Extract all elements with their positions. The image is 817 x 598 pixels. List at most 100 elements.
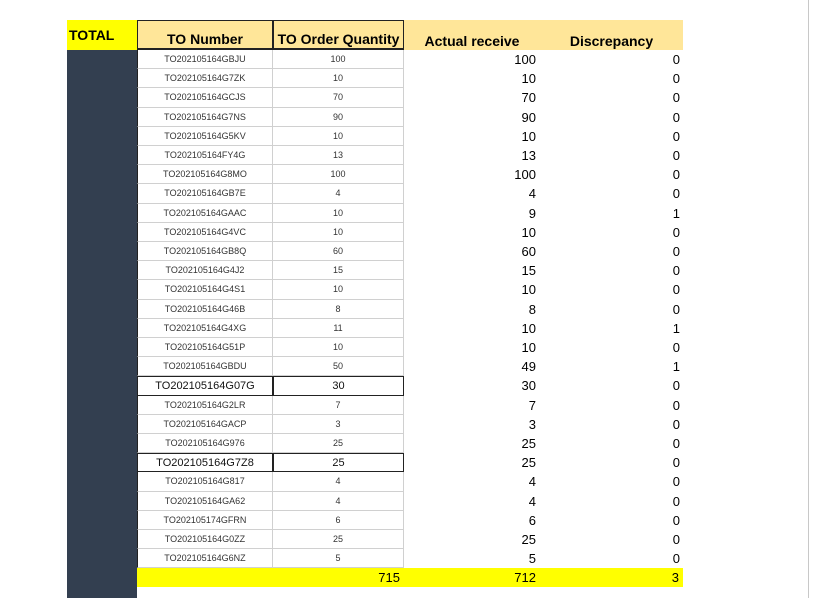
actual-receive: 30 — [521, 378, 536, 394]
discrepancy: 0 — [672, 378, 680, 394]
to-number: TO202105164G6NZ — [137, 549, 273, 569]
discrepancy: 0 — [672, 186, 680, 202]
to-number: TO202105164G5KV — [137, 126, 273, 146]
discrepancy: 0 — [672, 109, 680, 125]
order-quantity: 13 — [273, 146, 404, 166]
side-band — [67, 50, 137, 598]
discrepancy: 0 — [672, 416, 680, 432]
order-quantity: 70 — [273, 88, 404, 108]
actual-receive: 10 — [521, 128, 536, 144]
actual-receive: 10 — [521, 320, 536, 336]
actual-receive: 3 — [528, 416, 536, 432]
actual-receive: 7 — [528, 397, 536, 413]
discrepancy: 0 — [672, 148, 680, 164]
actual-receive: 25 — [521, 532, 536, 548]
discrepancy: 0 — [672, 301, 680, 317]
total-value: 3 — [540, 568, 683, 588]
discrepancy: 0 — [672, 436, 680, 452]
discrepancy: 0 — [672, 282, 680, 298]
discrepancy: 0 — [672, 71, 680, 87]
order-quantity: 30 — [273, 376, 404, 396]
to-number: TO202105164GCJS — [137, 88, 273, 108]
actual-receive: 100 — [514, 167, 536, 183]
order-quantity: 100 — [273, 165, 404, 185]
actual-receive: 5 — [528, 551, 536, 567]
actual-receive: 4 — [528, 474, 536, 490]
to-number: TO202105164G2LR — [137, 395, 273, 415]
discrepancy: 0 — [672, 532, 680, 548]
actual-receive: 13 — [521, 148, 536, 164]
actual-receive: 25 — [521, 455, 536, 471]
order-quantity: 60 — [273, 242, 404, 262]
order-quantity: 10 — [273, 203, 404, 223]
discrepancy: 0 — [672, 263, 680, 279]
actual-receive: 4 — [528, 493, 536, 509]
total-label: TOTAL — [67, 20, 137, 50]
actual-receive: 90 — [521, 109, 536, 125]
total-row-bg — [137, 568, 273, 588]
to-number: TO202105164G46B — [137, 299, 273, 319]
to-number: TO202105164GACP — [137, 414, 273, 434]
to-number: TO202105164GBDU — [137, 357, 273, 377]
to-number: TO202105164GAAC — [137, 203, 273, 223]
order-quantity: 25 — [273, 530, 404, 550]
order-quantity: 7 — [273, 395, 404, 415]
discrepancy: 0 — [672, 551, 680, 567]
order-quantity: 25 — [273, 453, 404, 473]
discrepancy: 0 — [672, 167, 680, 183]
to-number: TO202105164G817 — [137, 472, 273, 492]
order-quantity: 4 — [273, 472, 404, 492]
order-quantity: 10 — [273, 126, 404, 146]
order-quantity: 5 — [273, 549, 404, 569]
order-quantity: 90 — [273, 107, 404, 127]
order-quantity: 25 — [273, 434, 404, 454]
order-quantity: 15 — [273, 261, 404, 281]
to-number: TO202105164G4XG — [137, 318, 273, 338]
order-quantity: 100 — [273, 50, 404, 70]
to-number: TO202105164G7NS — [137, 107, 273, 127]
to-number: TO202105164G07G — [137, 376, 273, 396]
to-number: TO202105164GA62 — [137, 491, 273, 511]
to-number: TO202105164G4VC — [137, 222, 273, 242]
page-edge — [808, 0, 809, 598]
to-number: TO202105164G8MO — [137, 165, 273, 185]
order-quantity: 4 — [273, 184, 404, 204]
order-quantity: 10 — [273, 280, 404, 300]
discrepancy: 0 — [672, 52, 680, 68]
actual-receive: 10 — [521, 71, 536, 87]
discrepancy: 1 — [672, 359, 680, 375]
to-number: TO202105164GB8Q — [137, 242, 273, 262]
actual-receive: 100 — [514, 52, 536, 68]
actual-receive: 25 — [521, 436, 536, 452]
to-number: TO202105164G7ZK — [137, 69, 273, 89]
discrepancy: 0 — [672, 340, 680, 356]
order-quantity: 10 — [273, 222, 404, 242]
actual-receive: 6 — [528, 512, 536, 528]
discrepancy: 0 — [672, 493, 680, 509]
discrepancy: 0 — [672, 474, 680, 490]
actual-receive: 10 — [521, 224, 536, 240]
to-number: TO202105164G4J2 — [137, 261, 273, 281]
to-number: TO202105164G4S1 — [137, 280, 273, 300]
order-quantity: 3 — [273, 414, 404, 434]
order-quantity: 10 — [273, 338, 404, 358]
actual-receive: 4 — [528, 186, 536, 202]
order-quantity: 4 — [273, 491, 404, 511]
actual-receive: 60 — [521, 244, 536, 260]
total-value: 715 — [273, 568, 404, 588]
actual-receive: 49 — [521, 359, 536, 375]
total-value: 712 — [404, 568, 540, 588]
actual-receive: 10 — [521, 340, 536, 356]
discrepancy: 1 — [672, 320, 680, 336]
to-number: TO202105164G51P — [137, 338, 273, 358]
discrepancy: 0 — [672, 224, 680, 240]
discrepancy: 0 — [672, 455, 680, 471]
discrepancy: 0 — [672, 512, 680, 528]
to-number: TO202105164G0ZZ — [137, 530, 273, 550]
discrepancy: 0 — [672, 244, 680, 260]
column-header: Actual receive — [404, 20, 540, 50]
to-number: TO202105164FY4G — [137, 146, 273, 166]
actual-receive: 70 — [521, 90, 536, 106]
column-header: TO Number — [137, 20, 273, 50]
